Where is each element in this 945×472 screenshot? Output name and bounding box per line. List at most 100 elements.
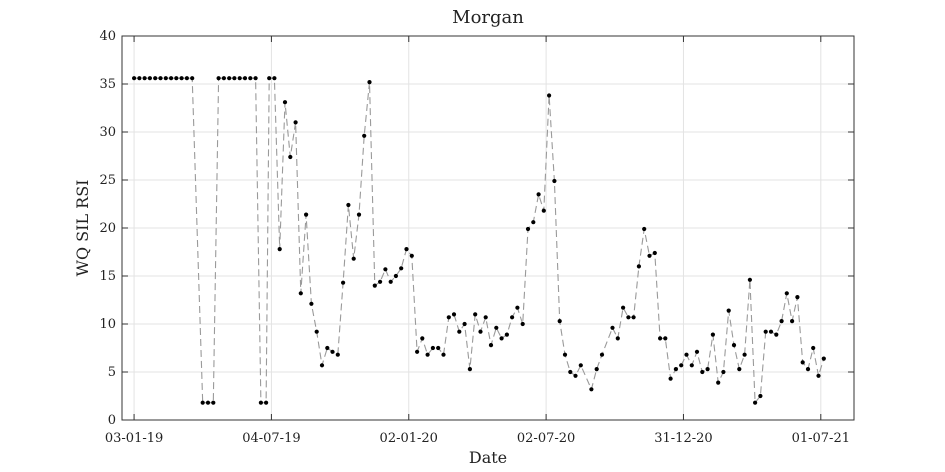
data-point xyxy=(388,279,393,284)
data-point xyxy=(158,76,163,81)
data-point xyxy=(205,400,211,405)
data-point xyxy=(184,76,189,81)
data-point xyxy=(478,329,483,334)
data-point xyxy=(372,283,377,288)
data-point xyxy=(726,308,731,313)
data-point xyxy=(768,329,774,334)
data-point xyxy=(821,356,826,361)
data-point xyxy=(663,336,668,341)
data-point xyxy=(298,291,303,296)
y-tick-label: 30 xyxy=(99,125,116,140)
data-point xyxy=(341,280,346,285)
data-point xyxy=(589,387,594,392)
data-point xyxy=(446,315,451,320)
data-point xyxy=(190,76,195,81)
data-point xyxy=(393,273,398,279)
y-tick-label: 0 xyxy=(108,413,116,428)
data-point xyxy=(277,247,282,252)
data-point xyxy=(642,226,647,232)
data-point xyxy=(557,319,562,324)
chart-title: Morgan xyxy=(452,7,524,28)
data-point xyxy=(763,329,768,334)
data-point xyxy=(573,373,578,378)
data-point xyxy=(179,76,184,81)
data-point xyxy=(330,349,335,354)
data-point xyxy=(494,325,499,330)
data-point xyxy=(774,332,779,337)
data-point xyxy=(684,352,689,357)
x-tick-label: 31-12-20 xyxy=(654,431,712,446)
data-point xyxy=(267,76,272,81)
data-point xyxy=(415,349,420,354)
data-point xyxy=(309,301,314,306)
data-point xyxy=(378,279,383,284)
data-point xyxy=(578,363,583,368)
data-point xyxy=(679,363,684,368)
data-point xyxy=(174,76,179,81)
data-point xyxy=(536,192,541,197)
data-point xyxy=(716,380,721,385)
axis-ticks: 0 5 10 15 20 25 30 35 40 03-01-19 04-07-19 02-01-20… xyxy=(99,29,854,446)
data-point xyxy=(227,76,232,81)
data-point xyxy=(790,319,795,324)
data-point xyxy=(404,247,409,252)
data-point xyxy=(441,352,446,357)
data-point xyxy=(610,325,615,330)
data-point xyxy=(784,291,789,296)
data-point xyxy=(319,363,325,368)
data-point xyxy=(362,133,367,138)
data-point xyxy=(451,312,457,317)
data-point xyxy=(142,76,147,81)
data-point xyxy=(264,400,269,405)
data-point xyxy=(430,345,435,351)
data-point xyxy=(200,400,205,405)
data-point xyxy=(211,400,216,405)
data-series xyxy=(132,76,826,405)
data-point xyxy=(169,76,174,81)
data-point xyxy=(758,393,763,399)
data-point xyxy=(147,76,152,81)
data-point xyxy=(562,352,568,357)
y-tick-label: 35 xyxy=(99,77,116,92)
data-point xyxy=(248,76,253,81)
data-point xyxy=(253,76,258,81)
data-point xyxy=(304,212,309,217)
data-point xyxy=(520,321,525,327)
x-tick-label: 02-07-20 xyxy=(517,431,575,446)
data-point xyxy=(816,373,821,378)
data-point xyxy=(647,253,652,258)
data-point xyxy=(314,329,319,334)
data-point xyxy=(483,315,488,320)
x-axis-label: Date xyxy=(469,448,507,467)
data-point xyxy=(795,295,800,300)
data-point xyxy=(615,336,620,341)
x-tick-label: 02-01-20 xyxy=(380,431,438,446)
data-point xyxy=(232,76,237,81)
data-point xyxy=(163,76,168,81)
data-point xyxy=(356,212,362,217)
data-point xyxy=(737,367,742,372)
data-point xyxy=(694,349,700,354)
y-tick-label: 25 xyxy=(99,173,116,188)
data-point xyxy=(621,305,626,310)
y-tick-label: 20 xyxy=(99,221,116,236)
data-point xyxy=(242,76,248,81)
data-point xyxy=(779,319,784,324)
data-point xyxy=(668,376,673,381)
data-point xyxy=(673,367,679,372)
y-tick-label: 10 xyxy=(99,317,116,332)
data-point xyxy=(335,352,340,357)
data-point xyxy=(689,363,694,368)
data-point xyxy=(710,332,716,337)
data-point xyxy=(467,367,472,372)
y-axis-label: WQ SIL RSI xyxy=(73,180,92,277)
data-point xyxy=(631,315,636,320)
data-point xyxy=(462,321,467,327)
data-point xyxy=(221,76,226,81)
data-point xyxy=(436,345,441,351)
data-point xyxy=(258,400,263,405)
y-tick-label: 5 xyxy=(108,365,116,380)
data-point xyxy=(800,360,805,365)
series-line xyxy=(134,77,825,405)
